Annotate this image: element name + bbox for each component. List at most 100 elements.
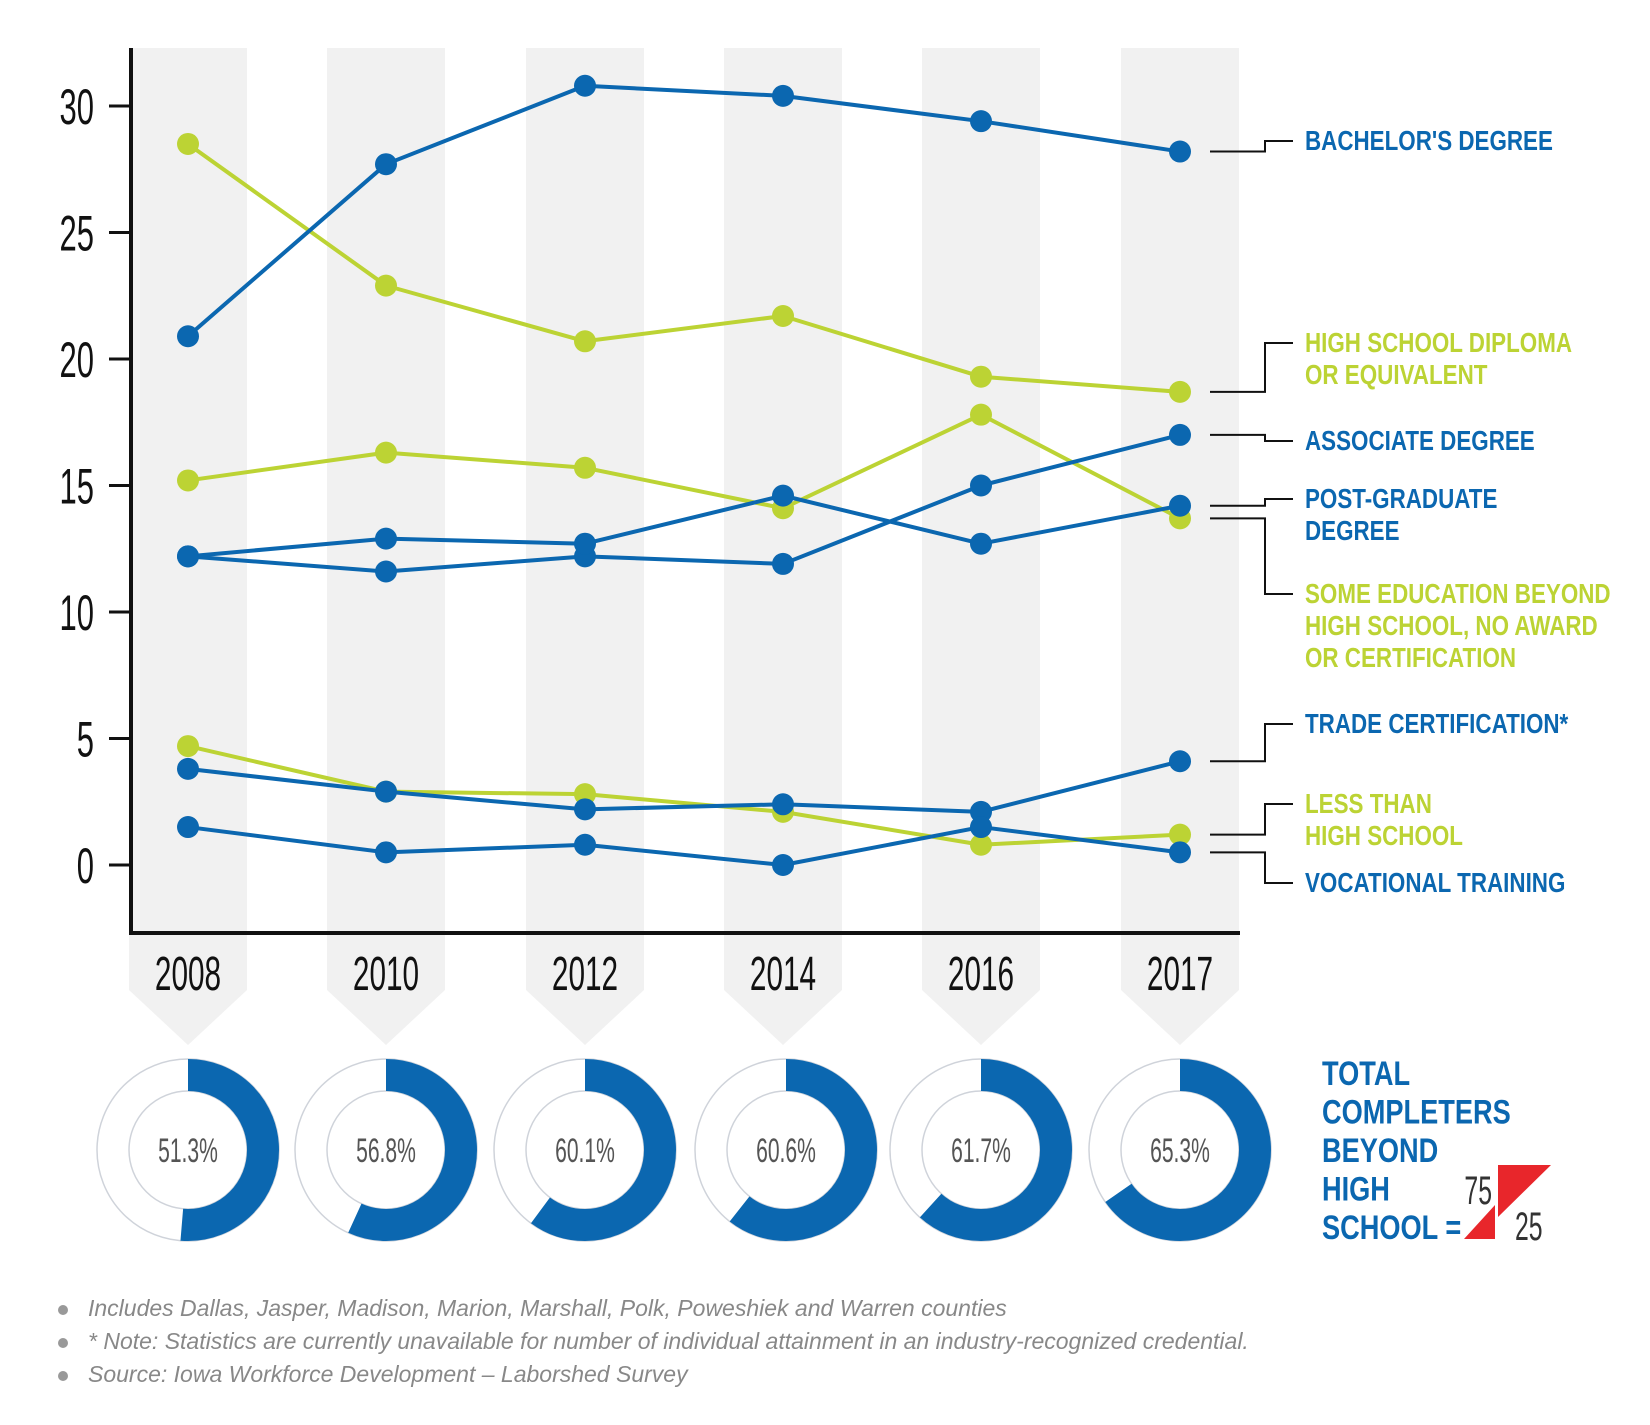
data-point-less-than-high-school-2016	[970, 833, 992, 856]
donut-label-2014: 60.6%	[756, 1131, 816, 1169]
series-label-less-than-high-school-line-2: HIGH SCHOOL	[1305, 821, 1463, 852]
data-point-vocational-training-2017	[1169, 841, 1191, 864]
data-point-high-school-diploma-or-equivalent-2012	[574, 330, 596, 353]
chart-axes: 0 5 10 15 20 25 30 2008 2010 2012 2014 2016 2017	[60, 48, 1240, 1001]
data-point-high-school-diploma-or-equivalent-2017	[1169, 380, 1191, 403]
series-line-some-education-beyond-high-school-no-award-or-certification	[187, 412, 1181, 521]
series-label-some-education-beyond-high-school-no-award-or-certification: SOME EDUCATION BEYOND	[1305, 579, 1611, 610]
donut-label-2012: 60.1%	[555, 1131, 615, 1169]
data-point-post-graduate-degree-2017	[1169, 494, 1191, 517]
series-line-less-than-high-school	[187, 744, 1181, 847]
total-completers-line-5: SCHOOL =	[1322, 1208, 1461, 1247]
connector-associate-degree	[1210, 433, 1293, 442]
data-point-vocational-training-2008	[177, 816, 199, 839]
data-point-vocational-training-2016	[970, 816, 992, 839]
data-point-bachelor-s-degree-2014	[772, 84, 794, 107]
data-point-post-graduate-degree-2012	[574, 532, 596, 555]
series-label-associate-degree: ASSOCIATE DEGREE	[1305, 426, 1535, 457]
data-point-high-school-diploma-or-equivalent-2014	[772, 304, 794, 327]
x-tick-label-2012: 2012	[552, 948, 618, 1001]
ratio-bottom-value: 25	[1515, 1205, 1543, 1249]
connector-bachelor-s-degree	[1210, 140, 1293, 153]
total-completers-line-3: BEYOND	[1322, 1131, 1438, 1170]
y-tick-label-20: 20	[60, 331, 94, 387]
data-point-trade-certification-2016	[970, 800, 992, 823]
series-label-post-graduate-degree: POST-GRADUATE	[1305, 484, 1497, 515]
footnote-note-text: * Note: Statistics are currently unavail…	[88, 1328, 1249, 1354]
data-point-high-school-diploma-or-equivalent-2008	[177, 132, 199, 155]
series-line-high-school-diploma-or-equivalent	[186, 142, 1181, 394]
y-tick-label-5: 5	[77, 711, 94, 767]
donut-arc-2012	[494, 1059, 676, 1241]
connector-trade-certification	[1210, 723, 1293, 763]
footnote-counties-text: Includes Dallas, Jasper, Madison, Marion…	[88, 1295, 1007, 1321]
data-point-trade-certification-2008	[177, 757, 199, 780]
data-point-trade-certification-2010	[375, 780, 397, 803]
x-tick-label-2008: 2008	[155, 948, 221, 1001]
data-point-trade-certification-2014	[772, 793, 794, 816]
data-point-bachelor-s-degree-2017	[1169, 140, 1191, 163]
series-label-some-education-beyond-high-school-no-award-or-certification-line-2: HIGH SCHOOL, NO AWARD	[1305, 611, 1598, 642]
series-label-trade-certification: TRADE CERTIFICATION*	[1305, 709, 1568, 740]
series-label-vocational-training: VOCATIONAL TRAINING	[1305, 868, 1565, 899]
series-label-less-than-high-school: LESS THAN	[1305, 789, 1432, 820]
data-point-post-graduate-degree-2014	[772, 484, 794, 507]
data-point-post-graduate-degree-2010	[375, 527, 397, 550]
series-label-post-graduate-degree-line-2: DEGREE	[1305, 516, 1400, 547]
connector-vocational-training	[1210, 851, 1293, 884]
y-tick-label-0: 0	[77, 837, 94, 893]
footnote-note: * Note: Statistics are currently unavail…	[58, 1328, 1249, 1355]
data-point-bachelor-s-degree-2008	[177, 325, 199, 348]
data-point-some-education-beyond-high-school-no-award-or-certification-2008	[177, 469, 199, 492]
ratio-top-value: 75	[1464, 1169, 1492, 1213]
data-point-vocational-training-2012	[574, 833, 596, 856]
data-point-bachelor-s-degree-2012	[574, 74, 596, 97]
series-line-post-graduate-degree	[187, 493, 1181, 559]
bullet-icon	[58, 1337, 68, 1348]
data-point-associate-degree-2014	[772, 552, 794, 575]
donut-arc-2014	[695, 1059, 877, 1241]
bullet-icon	[58, 1304, 68, 1315]
y-tick-label-10: 10	[60, 584, 94, 640]
series-line-bachelor-s-degree	[186, 83, 1181, 338]
total-completers-line-1: TOTAL	[1322, 1054, 1410, 1093]
footnote-counties: Includes Dallas, Jasper, Madison, Marion…	[58, 1295, 1007, 1322]
data-point-less-than-high-school-2017	[1169, 823, 1191, 846]
connector-less-than-high-school	[1210, 803, 1293, 836]
data-point-some-education-beyond-high-school-no-award-or-certification-2010	[375, 441, 397, 464]
data-point-some-education-beyond-high-school-no-award-or-certification-2012	[574, 456, 596, 479]
series-line-trade-certification	[187, 759, 1181, 814]
donut-arc-2010	[295, 1059, 477, 1241]
donut-label-2016: 61.7%	[951, 1131, 1011, 1169]
series-label-bachelor-s-degree: BACHELOR'S DEGREE	[1305, 126, 1553, 157]
data-point-bachelor-s-degree-2010	[375, 153, 397, 176]
data-point-some-education-beyond-high-school-no-award-or-certification-2016	[970, 403, 992, 426]
donut-label-2017: 65.3%	[1150, 1131, 1210, 1169]
donut-arc-2016	[890, 1059, 1072, 1241]
data-point-less-than-high-school-2012	[574, 783, 596, 806]
data-point-less-than-high-school-2008	[177, 735, 199, 758]
series-line-vocational-training	[187, 825, 1181, 867]
x-tick-label-2014: 2014	[750, 948, 816, 1001]
data-point-high-school-diploma-or-equivalent-2016	[970, 365, 992, 388]
data-point-bachelor-s-degree-2016	[970, 110, 992, 133]
donut-arc-2008	[97, 1059, 279, 1241]
donut-label-2008: 51.3%	[158, 1131, 218, 1169]
data-point-vocational-training-2010	[375, 841, 397, 864]
bullet-icon	[58, 1370, 68, 1381]
series-line-associate-degree	[187, 432, 1181, 574]
series-label-high-school-diploma-or-equivalent: HIGH SCHOOL DIPLOMA	[1305, 328, 1572, 359]
connector-post-graduate-degree	[1210, 498, 1293, 507]
data-point-associate-degree-2016	[970, 474, 992, 497]
data-point-trade-certification-2012	[574, 798, 596, 821]
donut-arc-2017	[1089, 1059, 1271, 1241]
year-band-2014	[724, 48, 842, 1045]
x-tick-label-2016: 2016	[948, 948, 1014, 1001]
footnote-source-text: Source: Iowa Workforce Development – Lab…	[88, 1361, 688, 1387]
total-completers-line-4: HIGH	[1322, 1170, 1390, 1209]
total-completers-line-2: COMPLETERS	[1322, 1093, 1511, 1132]
data-point-associate-degree-2010	[375, 560, 397, 583]
y-tick-label-30: 30	[60, 78, 94, 134]
